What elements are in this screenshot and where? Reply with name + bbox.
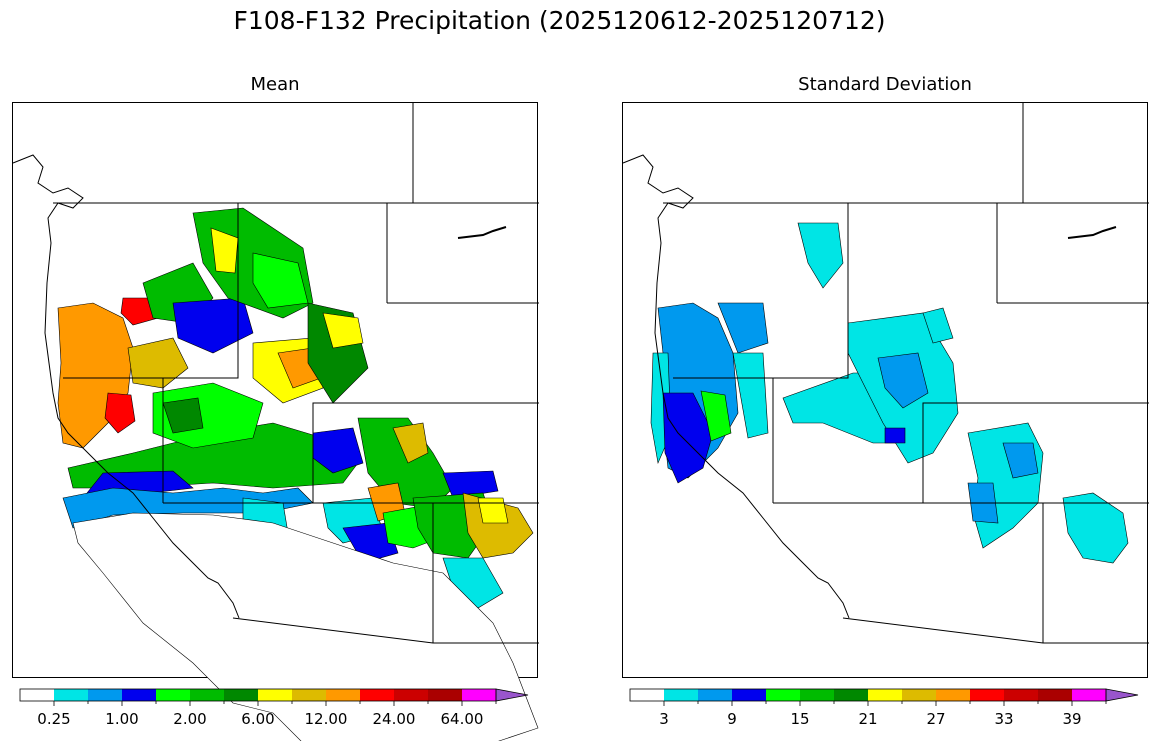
std-basin-region <box>922 307 954 344</box>
panel-title-mean: Mean <box>250 74 300 95</box>
map-mean-svg <box>12 103 539 741</box>
colorbar-swatch <box>326 689 361 701</box>
colorbar-swatch <box>834 689 869 701</box>
colorbar-extend-arrow <box>1105 688 1139 702</box>
colorbar-swatch <box>970 689 1005 701</box>
coastline <box>12 154 240 619</box>
colorbar-swatch <box>664 689 699 701</box>
std-shaded-basins <box>650 222 1129 564</box>
colorbar-swatch <box>394 689 429 701</box>
mean-outlines <box>12 103 539 644</box>
mean-basin-region <box>162 397 204 434</box>
great-lakes <box>457 226 507 239</box>
colorbar-tick-label: 15 <box>790 710 809 728</box>
colorbar-swatch <box>1038 689 1073 701</box>
colorbar-swatch <box>732 689 767 701</box>
colorbar-tick-label: 64.00 <box>441 710 484 728</box>
colorbar-swatch <box>698 689 733 701</box>
mean-basin-region <box>477 497 509 524</box>
mean-basin-region <box>210 227 239 274</box>
std-basin-region <box>884 427 906 444</box>
colorbar-swatch <box>868 689 903 701</box>
colorbar-tick-label: 39 <box>1062 710 1081 728</box>
colorbar-tick-label: 24.00 <box>373 710 416 728</box>
map-mean <box>12 102 539 741</box>
map-std <box>622 102 1149 678</box>
colorbar-swatch <box>766 689 801 701</box>
colorbar-swatch <box>190 689 225 701</box>
colorbar-extend-arrow <box>495 688 529 702</box>
mean-basin-region <box>392 422 429 464</box>
std-basin-region <box>1062 492 1129 564</box>
colorbar-swatch <box>360 689 395 701</box>
colorbar-mean: 0.25 1.00 2.00 6.00 12.00 24.00 64.00 <box>19 688 529 728</box>
std-outlines <box>622 103 1149 644</box>
mean-basin-region <box>104 392 136 434</box>
colorbar-swatch <box>224 689 259 701</box>
coastline <box>622 154 850 619</box>
std-basin-region <box>732 352 769 439</box>
map-std-svg <box>622 103 1149 644</box>
colorbar-tick-label: 12.00 <box>305 710 348 728</box>
colorbar-tick-label: 2.00 <box>173 710 206 728</box>
great-lakes <box>1067 226 1117 239</box>
mean-basin-region <box>442 470 499 499</box>
colorbar-swatch <box>1072 689 1107 701</box>
colorbar-tick-label: 3 <box>659 710 669 728</box>
colorbar-tick-label: 1.00 <box>105 710 138 728</box>
colorbar-swatch <box>800 689 835 701</box>
mean-basin-region <box>172 297 254 354</box>
colorbar-tick-label: 21 <box>858 710 877 728</box>
std-basin-region <box>1002 442 1039 479</box>
mean-shaded-basins <box>57 207 539 741</box>
state-borders <box>663 103 1149 644</box>
colorbar-swatch <box>292 689 327 701</box>
std-basin-region <box>700 390 732 442</box>
colorbar-swatch <box>122 689 157 701</box>
state-borders <box>53 103 539 644</box>
panel-title-std: Standard Deviation <box>798 74 972 95</box>
std-basin-region <box>877 352 929 409</box>
std-basin-region <box>717 302 769 354</box>
colorbar-std: 3 9 15 21 27 33 39 <box>629 688 1139 728</box>
colorbar-swatch <box>902 689 937 701</box>
colorbar-swatch <box>630 689 665 701</box>
colorbar-tick-label: 9 <box>727 710 737 728</box>
mean-basin-region <box>252 252 309 309</box>
std-basin-region <box>662 392 714 484</box>
colorbar-swatch <box>20 689 55 701</box>
colorbar-swatch <box>936 689 971 701</box>
colorbar-swatch <box>156 689 191 701</box>
std-basin-region <box>797 222 844 289</box>
figure-title: F108-F132 Precipitation (2025120612-2025… <box>233 6 886 35</box>
mean-basin-region <box>127 337 189 389</box>
colorbar-swatch <box>88 689 123 701</box>
colorbar-tick-label: 6.00 <box>241 710 274 728</box>
colorbar-tick-label: 33 <box>994 710 1013 728</box>
colorbar-swatch <box>462 689 497 701</box>
mean-basin-region <box>322 312 364 349</box>
colorbar-swatch <box>258 689 293 701</box>
colorbar-swatch <box>1004 689 1039 701</box>
colorbar-swatch <box>54 689 89 701</box>
colorbar-tick-label: 0.25 <box>37 710 70 728</box>
colorbar-tick-label: 27 <box>926 710 945 728</box>
colorbar-swatch <box>428 689 463 701</box>
